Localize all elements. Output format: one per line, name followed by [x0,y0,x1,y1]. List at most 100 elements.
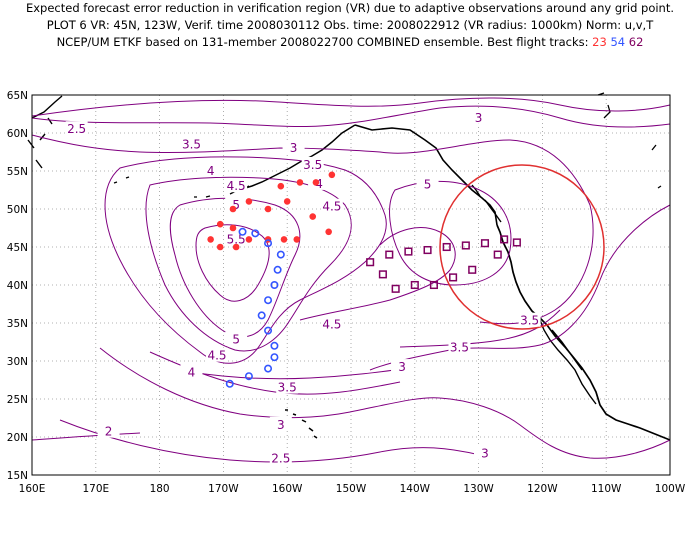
track-23-point [229,205,237,213]
contour-3-north [31,105,671,128]
track-54-point [264,364,273,373]
lon-tick-label: 130W [463,483,494,495]
track-54-point [264,326,273,335]
contour-3.5-south [399,309,561,348]
track-62-point [512,238,521,247]
lat-tick-label: 40N [7,280,28,292]
track-62-point [423,245,432,255]
contour-label-background [276,379,299,394]
lon-tick-label: 180 [150,483,170,495]
lon-tick-label: 100W [655,483,686,495]
canada-interior-lakes [597,92,662,189]
north-america-west-coastline [496,224,671,441]
lon-tick-label: 140W [400,483,431,495]
contour-label: 3.5 [182,137,201,151]
contour-label-background [65,121,88,136]
lon-tick-label: 170W [208,483,239,495]
hawaiian-islands [285,409,318,439]
contour-4.5 [145,176,352,352]
lon-tick-label: 170E [82,483,109,495]
contour-label: 3.5 [303,158,322,172]
contour-label: 5 [424,178,432,192]
lat-lon-grid [32,95,670,475]
track-23-point [216,220,224,228]
contour-label-background [206,347,229,362]
lon-tick-label: 160E [19,483,46,495]
track-23-point [309,213,317,220]
header-line-1: Expected forecast error reduction in ver… [25,1,675,15]
contour-label: 3 [481,447,489,461]
alaska-coastline [354,124,498,226]
track-label-red: 23 [592,35,607,49]
track-62-point [404,247,413,256]
contour-label-background [473,445,496,460]
lat-tick-label: 35N [7,318,28,330]
track-54-point [270,280,279,289]
track-label-blue: 54 [610,35,626,49]
track-23-point [245,198,253,205]
track-54-point [244,372,253,381]
contour-3.5-outer [31,134,594,325]
header-line-2: PLOT 6 VR: 45N, 123W, Verif. time 200803… [46,18,654,32]
lon-tick-label: 150W [336,483,367,495]
contour-label: 3 [290,141,298,155]
contour-label-background [391,359,414,374]
contour-label: 3 [475,111,483,125]
track-54-point [276,250,285,259]
contour-label-background [269,450,292,465]
plot-header: Expected forecast error reduction in ver… [0,0,700,64]
track-62-point [391,284,400,293]
contour-2-southwest [31,432,141,441]
contour-label-background [180,136,203,151]
contour-2.5-north [31,97,671,117]
lon-tick-label: 110W [591,483,622,495]
contour-label: 5 [232,333,240,347]
contour-label-background [97,423,120,438]
contour-4-outer [104,156,387,364]
contour-label: 3 [277,418,285,432]
coastlines [27,92,671,441]
contour-4.5-east [299,227,456,321]
track-62-point [385,250,394,259]
contour-label: 3.5 [450,340,469,354]
header-line-3: NCEP/UM ETKF based on 131-member 2008022… [0,35,700,49]
contour-3-south [99,347,671,459]
track-54-point [270,341,279,350]
track-23-point [277,182,285,190]
contour-4-south [189,367,411,380]
lat-tick-label: 60N [7,128,28,140]
contour-label-background [269,416,292,431]
lat-tick-label: 30N [7,356,28,368]
contour-label: 2.5 [271,451,290,465]
contour-label-background [282,140,305,155]
header-line-3-text: NCEP/UM ETKF based on 131-member 2008022… [56,35,589,49]
contour-label-background [225,331,248,346]
track-62-point [429,280,438,290]
baja-california [539,319,597,405]
track-54-point [257,311,266,320]
contour-label: 2.5 [67,122,86,136]
contour-label-background [518,312,541,327]
contour-label-background [320,198,343,213]
lat-tick-label: 65N [7,90,28,102]
contour-label-background [199,163,222,177]
track-23-point [216,243,224,251]
contour-label-background [180,364,203,379]
contour-label: 3.5 [520,314,539,328]
track-62-point [480,239,490,248]
contour-label: 5 [232,198,240,212]
track-62-point [468,265,477,274]
track-23-point [207,236,214,243]
contour-label: 4 [315,177,323,191]
contour-label: 4.5 [322,200,341,214]
track-label-purple: 62 [628,35,644,49]
contour-label: 4.5 [207,349,226,363]
contour-label-background [416,176,439,191]
track-23-point [264,205,272,213]
lat-tick-label: 20N [7,432,28,444]
contour-label: 4 [207,164,215,178]
track-23-point [312,179,320,186]
track-54-point [251,229,260,238]
